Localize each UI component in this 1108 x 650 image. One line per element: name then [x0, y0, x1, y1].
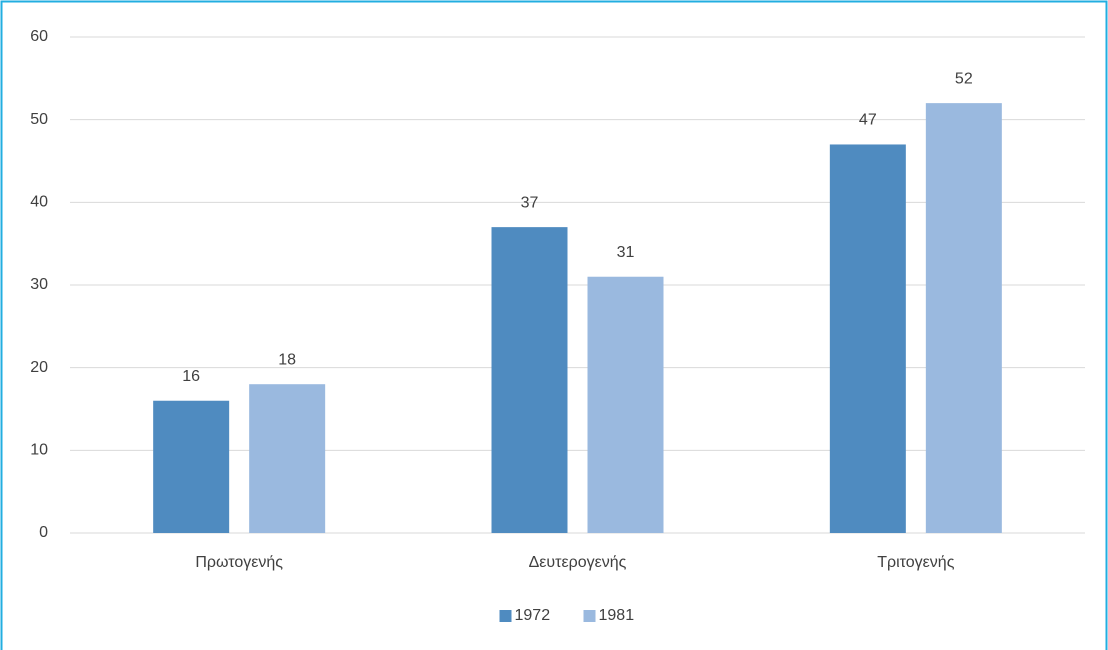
data-label: 37	[521, 194, 539, 211]
x-tick-label: Πρωτογενής	[195, 554, 283, 571]
legend-swatch	[583, 610, 596, 622]
y-tick-label: 40	[30, 194, 48, 211]
bar	[829, 144, 906, 533]
data-label: 52	[955, 70, 973, 87]
data-label: 18	[278, 351, 296, 368]
bar	[925, 103, 1002, 533]
data-label: 31	[617, 244, 635, 261]
x-tick-label: Δευτερογενής	[529, 554, 627, 571]
y-tick-label: 20	[30, 359, 48, 376]
data-label: 16	[182, 368, 200, 385]
y-tick-label: 0	[39, 524, 48, 541]
legend-swatch	[499, 610, 512, 622]
bar	[249, 384, 326, 533]
bar	[153, 400, 230, 533]
y-tick-label: 50	[30, 111, 48, 128]
bar	[587, 276, 664, 533]
legend-label: 1972	[515, 607, 551, 624]
data-label: 47	[859, 112, 877, 129]
x-tick-label: Τριτογενής	[877, 554, 954, 571]
y-tick-label: 60	[30, 28, 48, 45]
y-tick-label: 30	[30, 276, 48, 293]
legend-label: 1981	[599, 607, 635, 624]
bar	[491, 227, 568, 533]
y-tick-label: 10	[30, 442, 48, 459]
